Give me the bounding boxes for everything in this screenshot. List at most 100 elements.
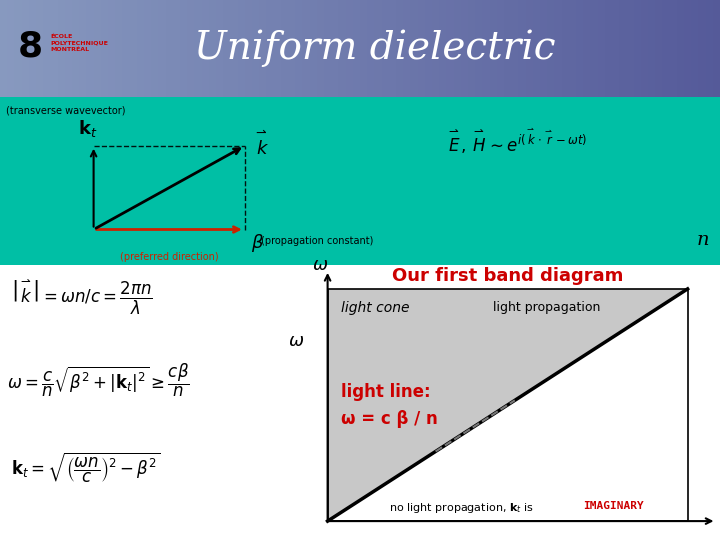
Bar — [540, 0, 547, 97]
Text: $\omega$: $\omega$ — [312, 255, 328, 274]
Bar — [518, 0, 526, 97]
Bar — [22, 0, 29, 97]
Bar — [403, 0, 410, 97]
Bar — [713, 0, 720, 97]
Bar — [252, 0, 259, 97]
Bar — [50, 0, 58, 97]
Bar — [583, 0, 590, 97]
Bar — [612, 0, 619, 97]
Text: $\omega = \dfrac{c}{n}\sqrt{\beta^2 + |\mathbf{k}_t|^2} \geq \dfrac{c\beta}{n}$: $\omega = \dfrac{c}{n}\sqrt{\beta^2 + |\… — [7, 362, 190, 399]
Bar — [662, 0, 670, 97]
Bar — [497, 0, 504, 97]
Bar — [684, 0, 691, 97]
Bar — [230, 0, 238, 97]
Bar — [194, 0, 202, 97]
Polygon shape — [328, 289, 688, 521]
Bar — [677, 0, 684, 97]
Bar — [410, 0, 418, 97]
Text: $\overset{\rightharpoonup}{E},\, \overset{\rightharpoonup}{H}\sim e^{i(\overset{: $\overset{\rightharpoonup}{E},\, \overse… — [446, 127, 588, 156]
Bar — [590, 0, 598, 97]
Bar — [396, 0, 403, 97]
Bar — [418, 0, 425, 97]
Bar — [533, 0, 540, 97]
Bar — [670, 0, 677, 97]
Bar — [468, 0, 475, 97]
Bar — [554, 0, 562, 97]
Bar — [216, 0, 223, 97]
Bar — [108, 0, 115, 97]
Bar — [101, 0, 108, 97]
Bar — [598, 0, 605, 97]
Bar — [209, 0, 216, 97]
Bar — [79, 0, 86, 97]
Bar — [562, 0, 569, 97]
Bar — [0, 0, 7, 97]
Bar — [691, 0, 698, 97]
Text: $\mathbf{k}_t = \sqrt{\left(\dfrac{\omega n}{c}\right)^2 - \beta^2}$: $\mathbf{k}_t = \sqrt{\left(\dfrac{\omeg… — [11, 451, 161, 485]
Bar — [648, 0, 655, 97]
Bar — [346, 0, 353, 97]
Bar — [29, 0, 36, 97]
Text: ÉCOLE
POLYTECHNIQUE
MONTRÉAL: ÉCOLE POLYTECHNIQUE MONTRÉAL — [50, 34, 108, 52]
Bar — [238, 0, 245, 97]
Bar — [446, 0, 454, 97]
Bar — [36, 0, 43, 97]
Bar — [223, 0, 230, 97]
Text: Our first band diagram: Our first band diagram — [392, 267, 624, 285]
Bar — [151, 0, 158, 97]
Bar — [324, 0, 331, 97]
Bar — [634, 0, 641, 97]
Bar — [166, 0, 173, 97]
Bar — [360, 0, 367, 97]
Bar — [475, 0, 482, 97]
Text: no light propagation, $\mathbf{k}_t$ is: no light propagation, $\mathbf{k}_t$ is — [389, 501, 534, 515]
Bar — [281, 0, 288, 97]
Bar — [576, 0, 583, 97]
Bar — [187, 0, 194, 97]
Bar — [569, 0, 576, 97]
Bar — [65, 0, 72, 97]
Text: 8: 8 — [18, 30, 43, 64]
Bar — [698, 0, 706, 97]
Bar — [122, 0, 130, 97]
Bar — [86, 0, 94, 97]
Text: $\left|\overset{\rightharpoonup}{k}\right| = \omega n / c = \dfrac{2\pi n}{\lamb: $\left|\overset{\rightharpoonup}{k}\righ… — [11, 278, 153, 317]
Bar — [432, 0, 439, 97]
Text: light propagation: light propagation — [493, 301, 600, 314]
Bar — [14, 0, 22, 97]
Bar — [374, 0, 382, 97]
Text: $\beta$: $\beta$ — [251, 232, 264, 254]
Bar — [504, 0, 511, 97]
Bar — [367, 0, 374, 97]
Text: (transverse wavevector): (transverse wavevector) — [6, 105, 125, 116]
Bar — [43, 0, 50, 97]
Bar — [353, 0, 360, 97]
Bar — [482, 0, 490, 97]
Bar — [180, 0, 187, 97]
Bar — [288, 0, 295, 97]
Bar — [310, 0, 317, 97]
Bar — [526, 0, 533, 97]
Bar — [295, 0, 302, 97]
Text: IMAGINARY: IMAGINARY — [583, 501, 644, 511]
Bar — [94, 0, 101, 97]
Text: (propagation constant): (propagation constant) — [261, 236, 373, 246]
Bar — [425, 0, 432, 97]
Bar — [144, 0, 151, 97]
Text: n: n — [697, 231, 709, 249]
Bar — [115, 0, 122, 97]
Bar — [72, 0, 79, 97]
Text: light line:: light line: — [341, 383, 430, 401]
Text: $\omega$: $\omega$ — [288, 332, 305, 350]
Bar — [302, 0, 310, 97]
Bar — [137, 0, 144, 97]
Bar — [641, 0, 648, 97]
Bar — [259, 0, 266, 97]
Text: ω = c β / n: ω = c β / n — [341, 410, 437, 428]
Bar — [490, 0, 497, 97]
Text: Uniform dielectric: Uniform dielectric — [194, 30, 556, 68]
Bar — [245, 0, 252, 97]
Bar — [202, 0, 209, 97]
Bar — [317, 0, 324, 97]
Bar — [439, 0, 446, 97]
